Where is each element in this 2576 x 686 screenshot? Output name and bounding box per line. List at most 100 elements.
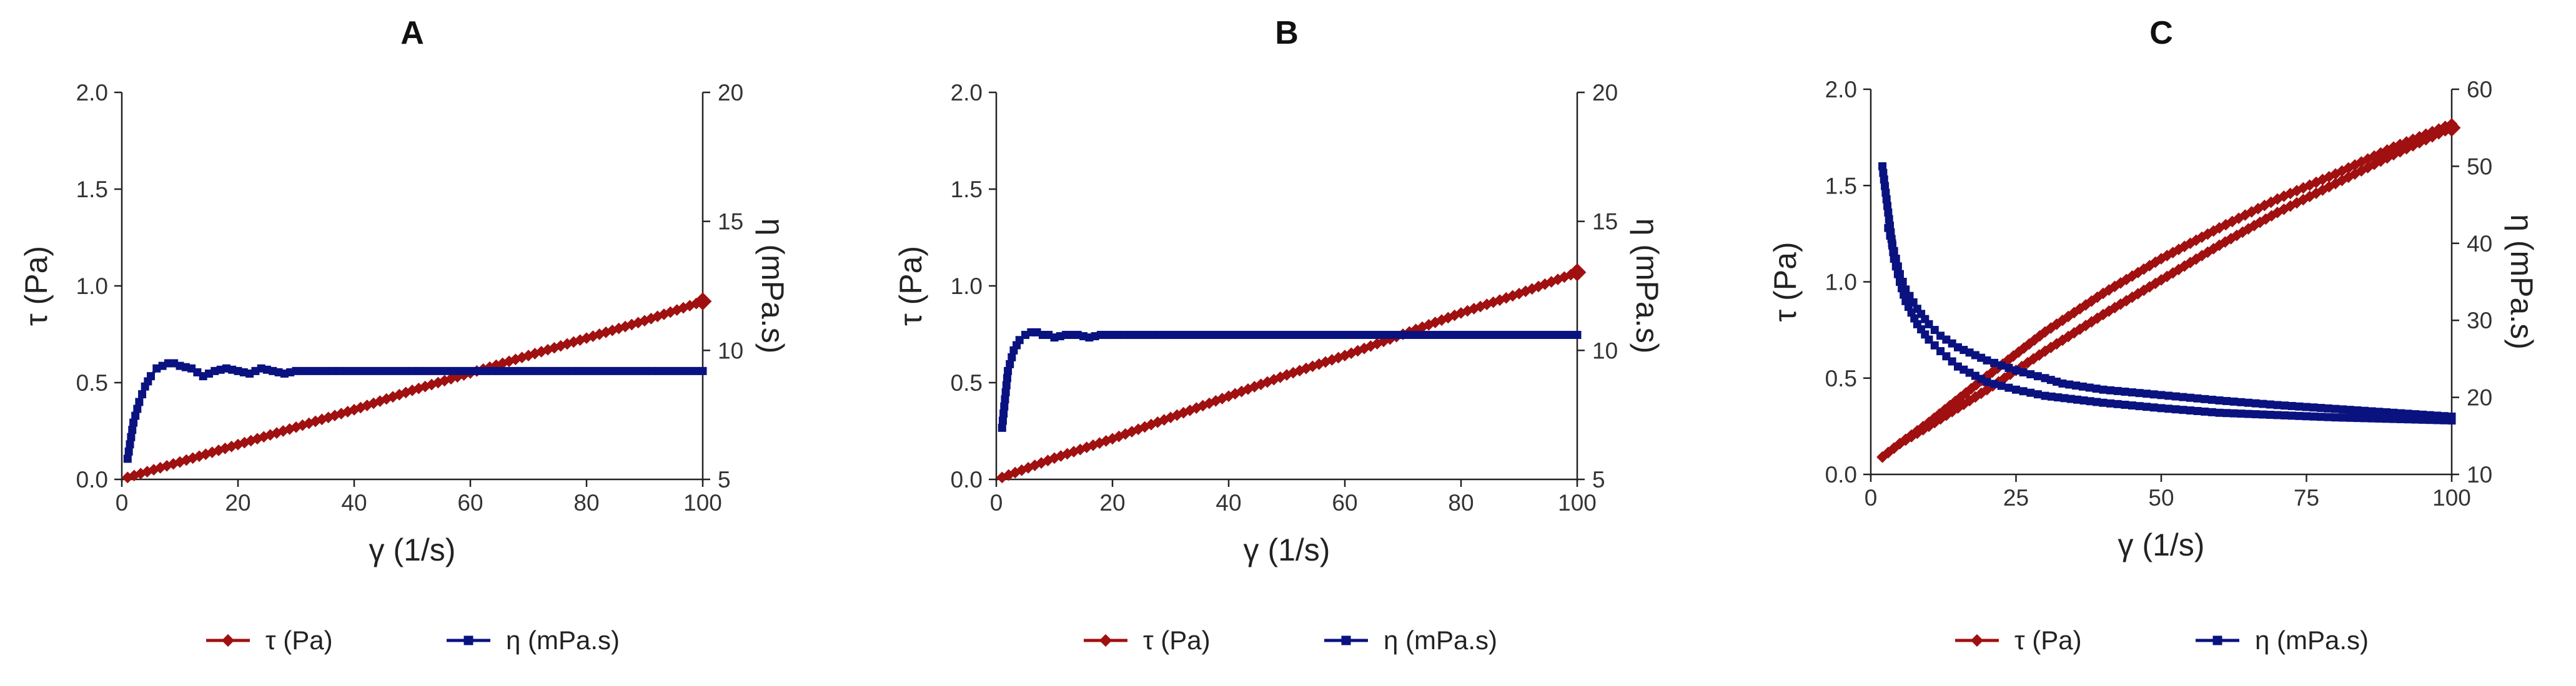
data-point [676, 366, 685, 375]
data-point [400, 366, 409, 375]
data-point [632, 316, 645, 329]
data-point [2106, 399, 2115, 408]
data-point [1416, 321, 1429, 333]
data-point [2252, 202, 2264, 215]
data-point [2132, 267, 2144, 279]
data-point [1001, 388, 1010, 396]
data-point [626, 366, 635, 375]
data-point [2323, 180, 2336, 193]
data-point [2231, 229, 2243, 242]
data-point [1406, 331, 1415, 340]
data-point [2346, 413, 2354, 422]
data-point [2093, 398, 2101, 406]
data-point [2171, 405, 2180, 414]
x-tick-label: 80 [573, 490, 599, 516]
data-point [2213, 239, 2226, 252]
data-point [2047, 392, 2056, 401]
data-point [1983, 378, 1991, 386]
data-point [1190, 402, 1202, 414]
data-point [2044, 322, 2057, 334]
data-point [2143, 403, 2151, 411]
data-point [2259, 410, 2267, 419]
data-point [2400, 142, 2413, 155]
data-point [2004, 383, 2013, 392]
data-point [1513, 288, 1525, 300]
data-point [415, 366, 424, 375]
data-point [1981, 370, 1993, 383]
data-point [2219, 236, 2231, 248]
data-point [2186, 406, 2194, 415]
x-tick-label: 100 [1558, 490, 1597, 516]
data-point [2291, 197, 2303, 209]
data-point [480, 366, 489, 375]
data-point [2433, 411, 2442, 420]
data-point [2184, 257, 2196, 269]
data-point [1486, 331, 1494, 340]
chart-panel-b: B 0 20 40 60 80 100 0.0 0.5 1.0 1.5 2.0 5 10 15 20 γ (1/… [893, 15, 1665, 655]
data-point [1229, 388, 1241, 400]
data-point [1928, 412, 1940, 424]
data-point [1290, 331, 1299, 340]
data-point [2342, 162, 2355, 174]
chart-panel-a: A 0 20 40 60 80 100 0.0 0.5 1.0 1.5 2.0 5 10 15 20 γ (1/… [19, 15, 790, 655]
data-point [1888, 239, 1896, 248]
y-right-tick-label: 15 [718, 209, 743, 235]
data-point [408, 366, 417, 375]
data-point [2413, 130, 2425, 143]
data-point [2144, 281, 2156, 293]
data-point [691, 366, 700, 375]
data-point [2349, 168, 2361, 180]
data-point [575, 366, 583, 375]
data-point [1188, 331, 1197, 340]
data-point [2222, 396, 2231, 405]
data-point [640, 366, 649, 375]
data-point [2184, 237, 2196, 250]
data-point [2213, 222, 2226, 234]
y-left-tick-label: 0.5 [1825, 366, 1857, 391]
data-point [2361, 414, 2369, 423]
data-point [2072, 381, 2081, 390]
data-point [1878, 162, 1887, 170]
data-point [1529, 331, 1538, 340]
data-point [1538, 278, 1551, 290]
data-point [2394, 139, 2406, 150]
data-point [2085, 383, 2094, 392]
legend-label-eta: η (mPa.s) [1384, 625, 1497, 655]
data-point [432, 376, 444, 389]
data-point [438, 375, 451, 387]
data-point [2065, 380, 2074, 389]
data-point [538, 366, 547, 375]
data-point [2039, 345, 2051, 357]
data-point [2060, 394, 2069, 403]
data-point [2329, 168, 2342, 180]
data-point [684, 366, 693, 375]
data-point [1449, 309, 1461, 321]
y-right-tick-label: 10 [718, 338, 743, 363]
data-point [1364, 340, 1377, 352]
data-point [1022, 462, 1034, 474]
data-point [2149, 390, 2158, 399]
data-point [2179, 393, 2187, 401]
data-point [299, 366, 308, 375]
data-point [560, 366, 569, 375]
data-point [2331, 404, 2340, 413]
data-point [2439, 120, 2452, 133]
data-point [1954, 391, 1967, 403]
data-point [2128, 401, 2136, 410]
data-point [374, 395, 386, 407]
data-point [2149, 256, 2162, 268]
data-point [1217, 331, 1226, 340]
data-point [1558, 331, 1567, 340]
data-point [2271, 207, 2284, 218]
x-axis-label: γ (1/s) [369, 532, 456, 567]
data-point [2291, 185, 2303, 197]
data-point [1969, 391, 1981, 403]
data-point [1255, 378, 1267, 391]
data-point [335, 408, 347, 419]
data-point [2039, 326, 2051, 338]
data-point [1946, 406, 1958, 418]
data-point [1884, 208, 1893, 217]
data-point [303, 417, 315, 429]
data-point [2207, 395, 2216, 404]
